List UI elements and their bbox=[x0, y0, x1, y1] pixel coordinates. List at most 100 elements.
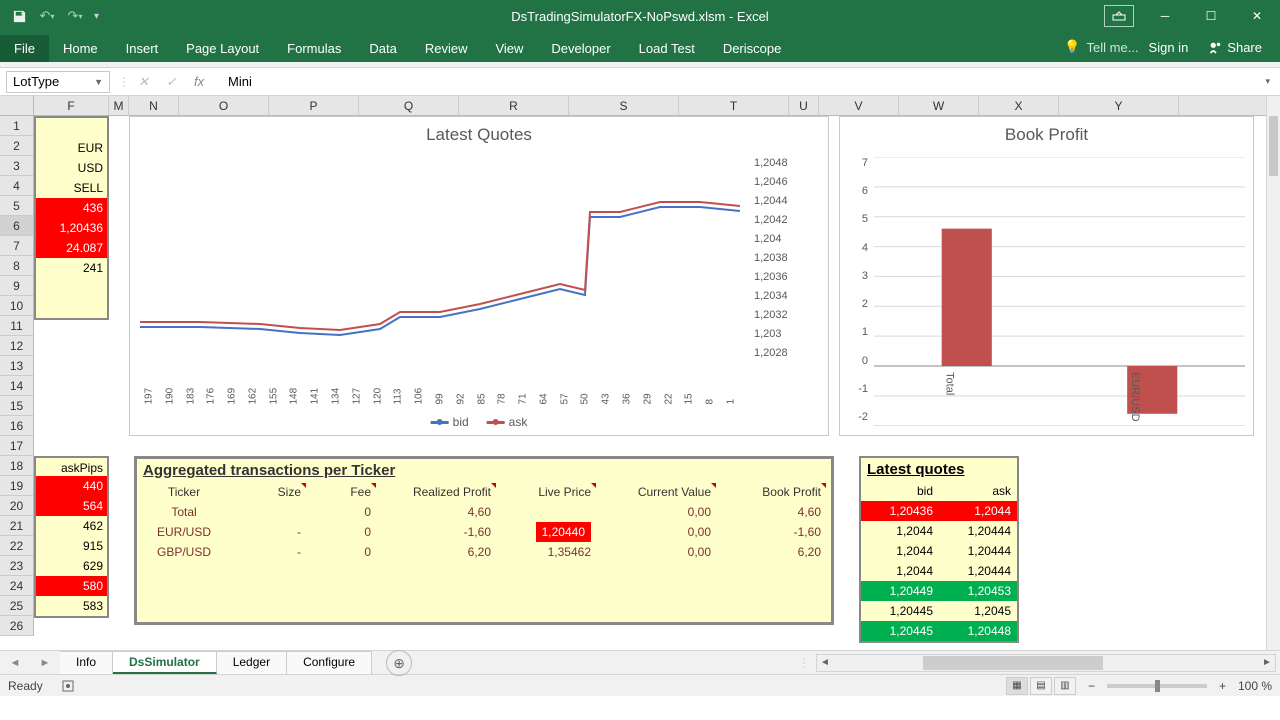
sheet-tab-info[interactable]: Info bbox=[60, 651, 113, 674]
table-cell[interactable]: 1,20444 bbox=[939, 521, 1017, 541]
row-header[interactable]: 13 bbox=[0, 356, 33, 376]
close-button[interactable]: ✕ bbox=[1234, 0, 1280, 32]
cell[interactable]: 24.087 bbox=[36, 238, 107, 258]
minimize-button[interactable]: ─ bbox=[1142, 0, 1188, 32]
row-header[interactable]: 11 bbox=[0, 316, 33, 336]
column-header-P[interactable]: P bbox=[269, 96, 359, 115]
row-header[interactable]: 3 bbox=[0, 156, 33, 176]
table-cell[interactable]: 1,2044 bbox=[861, 561, 939, 581]
table-cell[interactable]: 6,20 bbox=[377, 542, 497, 562]
ribbon-tab-load-test[interactable]: Load Test bbox=[625, 35, 709, 62]
scroll-left-icon[interactable]: ◄ bbox=[817, 657, 833, 668]
row-header[interactable]: 7 bbox=[0, 236, 33, 256]
cell[interactable]: 1,20436 bbox=[36, 218, 107, 238]
expand-formula-bar-icon[interactable]: ▾ bbox=[1265, 76, 1274, 87]
cell[interactable]: 462 bbox=[36, 516, 107, 536]
zoom-handle[interactable] bbox=[1155, 680, 1160, 692]
row-header[interactable]: 6 bbox=[0, 216, 33, 236]
undo-icon[interactable]: ↶▾ bbox=[38, 7, 56, 25]
cell[interactable]: 915 bbox=[36, 536, 107, 556]
column-header-V[interactable]: V bbox=[819, 96, 899, 115]
row-header[interactable]: 24 bbox=[0, 576, 33, 596]
qat-customize-icon[interactable]: ▾ bbox=[94, 11, 99, 22]
row-header[interactable]: 17 bbox=[0, 436, 33, 456]
scroll-right-icon[interactable]: ► bbox=[1259, 657, 1275, 668]
table-cell[interactable]: GBP/USD bbox=[137, 542, 237, 562]
cell[interactable]: 580 bbox=[36, 576, 107, 596]
ribbon-tab-review[interactable]: Review bbox=[411, 35, 482, 62]
row-header[interactable]: 23 bbox=[0, 556, 33, 576]
row-header[interactable]: 14 bbox=[0, 376, 33, 396]
table-cell[interactable]: 1,20445 bbox=[861, 601, 939, 621]
cell[interactable]: 583 bbox=[36, 596, 107, 616]
macro-record-icon[interactable] bbox=[61, 679, 75, 693]
enter-icon[interactable]: ✓ bbox=[166, 74, 186, 90]
cell[interactable]: 629 bbox=[36, 556, 107, 576]
row-header[interactable]: 26 bbox=[0, 616, 33, 636]
row-header[interactable]: 25 bbox=[0, 596, 33, 616]
row-header[interactable]: 16 bbox=[0, 416, 33, 436]
cell[interactable]: 564 bbox=[36, 496, 107, 516]
scroll-thumb[interactable] bbox=[923, 656, 1103, 670]
zoom-level[interactable]: 100 % bbox=[1238, 679, 1272, 693]
ribbon-tab-formulas[interactable]: Formulas bbox=[273, 35, 355, 62]
zoom-in-button[interactable]: + bbox=[1219, 679, 1226, 693]
page-break-view-button[interactable]: ▥ bbox=[1054, 677, 1076, 695]
vertical-scrollbar[interactable] bbox=[1266, 96, 1280, 650]
new-sheet-button[interactable]: ⊕ bbox=[386, 650, 412, 676]
table-cell[interactable]: 4,60 bbox=[717, 502, 827, 522]
cancel-icon[interactable]: ✕ bbox=[138, 74, 158, 90]
ribbon-tab-insert[interactable]: Insert bbox=[112, 35, 173, 62]
sheet-tab-ledger[interactable]: Ledger bbox=[217, 651, 287, 674]
formula-input[interactable] bbox=[222, 71, 1257, 93]
column-header-S[interactable]: S bbox=[569, 96, 679, 115]
table-cell[interactable]: 1,20444 bbox=[939, 541, 1017, 561]
table-cell[interactable]: - bbox=[237, 542, 307, 562]
column-header-X[interactable]: X bbox=[979, 96, 1059, 115]
row-header[interactable]: 9 bbox=[0, 276, 33, 296]
ribbon-tab-home[interactable]: Home bbox=[49, 35, 112, 62]
normal-view-button[interactable]: ▦ bbox=[1006, 677, 1028, 695]
table-cell[interactable]: 1,2044 bbox=[939, 501, 1017, 521]
table-cell[interactable]: 0,00 bbox=[597, 502, 717, 522]
ribbon-tab-file[interactable]: File bbox=[0, 35, 49, 62]
table-cell[interactable]: 1,2044 bbox=[861, 541, 939, 561]
cell[interactable]: 436 bbox=[36, 198, 107, 218]
table-cell[interactable]: 1,20449 bbox=[861, 581, 939, 601]
row-header[interactable]: 20 bbox=[0, 496, 33, 516]
table-cell[interactable]: 4,60 bbox=[377, 502, 497, 522]
save-icon[interactable] bbox=[10, 7, 28, 25]
horizontal-scrollbar[interactable]: ◄ ► bbox=[816, 654, 1276, 672]
row-header[interactable]: 10 bbox=[0, 296, 33, 316]
column-header-Q[interactable]: Q bbox=[359, 96, 459, 115]
table-cell[interactable]: 1,20448 bbox=[939, 621, 1017, 641]
table-cell[interactable]: 1,20453 bbox=[939, 581, 1017, 601]
column-header-N[interactable]: N bbox=[129, 96, 179, 115]
ribbon-display-options-icon[interactable] bbox=[1104, 5, 1134, 27]
table-cell[interactable]: EUR/USD bbox=[137, 522, 237, 542]
table-cell[interactable]: 1,35462 bbox=[497, 542, 597, 562]
cell[interactable]: USD bbox=[36, 158, 107, 178]
row-header[interactable]: 18 bbox=[0, 456, 33, 476]
zoom-out-button[interactable]: − bbox=[1088, 679, 1095, 693]
scroll-thumb[interactable] bbox=[1269, 116, 1278, 176]
table-cell[interactable]: 1,20436 bbox=[861, 501, 939, 521]
table-cell[interactable]: 0 bbox=[307, 542, 377, 562]
cell[interactable] bbox=[36, 278, 107, 298]
name-box[interactable]: LotType ▼ bbox=[6, 71, 110, 93]
table-cell[interactable]: 1,20444 bbox=[939, 561, 1017, 581]
table-cell[interactable]: 0 bbox=[307, 502, 377, 522]
book-profit-chart[interactable]: Book Profit 76543210-1-2 TotalEUR/USD bbox=[839, 116, 1254, 436]
column-header-F[interactable]: F bbox=[34, 96, 109, 115]
page-layout-view-button[interactable]: ▤ bbox=[1030, 677, 1052, 695]
cell[interactable]: 241 bbox=[36, 258, 107, 278]
column-header-T[interactable]: T bbox=[679, 96, 789, 115]
cell[interactable]: EUR bbox=[36, 138, 107, 158]
table-cell[interactable] bbox=[497, 502, 597, 522]
table-cell[interactable]: 0,00 bbox=[597, 542, 717, 562]
ribbon-tab-deriscope[interactable]: Deriscope bbox=[709, 35, 796, 62]
table-cell[interactable]: 1,2044 bbox=[861, 521, 939, 541]
sheet-tab-configure[interactable]: Configure bbox=[287, 651, 372, 674]
table-cell[interactable]: 0,00 bbox=[597, 522, 717, 542]
table-cell[interactable]: -1,60 bbox=[377, 522, 497, 542]
